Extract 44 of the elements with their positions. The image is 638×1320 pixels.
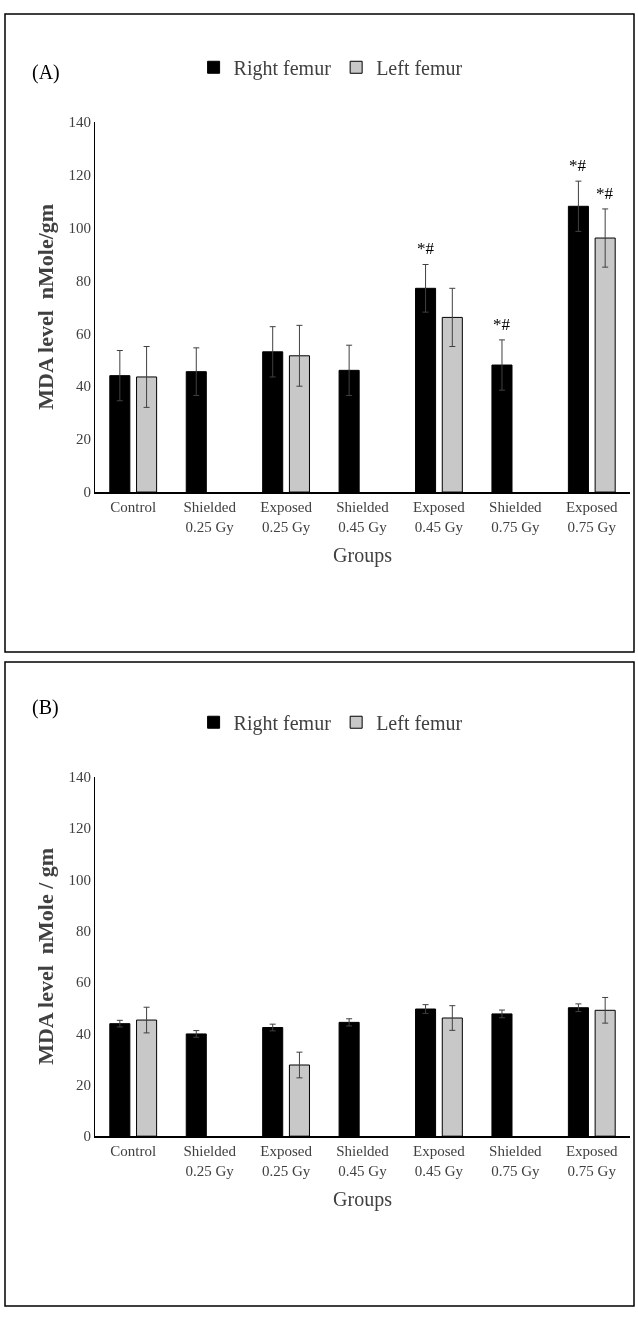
x-tick-label: Exposed 0.45 Gy <box>413 1143 466 1179</box>
legend-label: Left femur <box>376 712 463 735</box>
x-axis-title: Groups <box>333 1187 393 1211</box>
x-tick-label: Shielded 0.25 Gy <box>183 1143 237 1179</box>
y-tick-label: 20 <box>76 1077 91 1094</box>
x-tick-label: Exposed 0.25 Gy <box>260 1143 313 1179</box>
x-tick-label: Exposed 0.25 Gy <box>260 499 313 535</box>
x-tick-label: Control <box>110 1143 157 1160</box>
x-tick-label: Shielded 0.25 Gy <box>183 499 237 535</box>
legend-label: Right femur <box>233 712 332 736</box>
y-tick-label: 0 <box>83 484 91 501</box>
y-tick-label: 0 <box>83 1128 91 1145</box>
y-tick-label: 40 <box>76 378 91 395</box>
x-tick-label: Exposed 0.75 Gy <box>565 1143 619 1179</box>
x-tick-label: Exposed 0.75 Gy <box>565 499 619 535</box>
annotation: *# <box>417 239 435 258</box>
y-tick-label: 140 <box>68 768 91 785</box>
y-tick-label: 20 <box>76 431 91 448</box>
x-tick-label: Shielded 0.45 Gy <box>336 1143 390 1179</box>
annotation: *# <box>569 156 587 175</box>
chart-title: (B) <box>32 696 59 719</box>
y-tick-label: 80 <box>76 272 91 289</box>
chart-title: (A) <box>32 61 60 84</box>
annotation: *# <box>596 184 614 203</box>
y-tick-label: 140 <box>68 113 91 130</box>
y-axis-title: MDA level nMole/gm <box>33 203 59 410</box>
y-tick-label: 120 <box>68 166 91 183</box>
x-tick-label: Shielded 0.75 Gy <box>489 499 543 535</box>
y-axis-title: MDA level nMole / gm <box>33 847 59 1065</box>
x-axis-title: Groups <box>333 543 393 567</box>
legend-label: Left femur <box>376 57 463 80</box>
y-tick-label: 100 <box>68 871 91 888</box>
y-tick-label: 40 <box>76 1025 91 1042</box>
annotation: *# <box>493 315 511 334</box>
y-tick-label: 100 <box>68 219 91 236</box>
y-tick-label: 80 <box>76 922 91 939</box>
x-tick-label: Shielded 0.45 Gy <box>336 499 390 535</box>
x-tick-label: Exposed 0.45 Gy <box>413 499 466 535</box>
x-tick-label: Shielded 0.75 Gy <box>489 1143 543 1179</box>
y-tick-label: 120 <box>68 820 91 837</box>
legend-label: Right femur <box>233 57 332 81</box>
y-tick-label: 60 <box>76 974 91 991</box>
x-tick-label: Control <box>110 499 157 516</box>
y-tick-label: 60 <box>76 325 91 342</box>
